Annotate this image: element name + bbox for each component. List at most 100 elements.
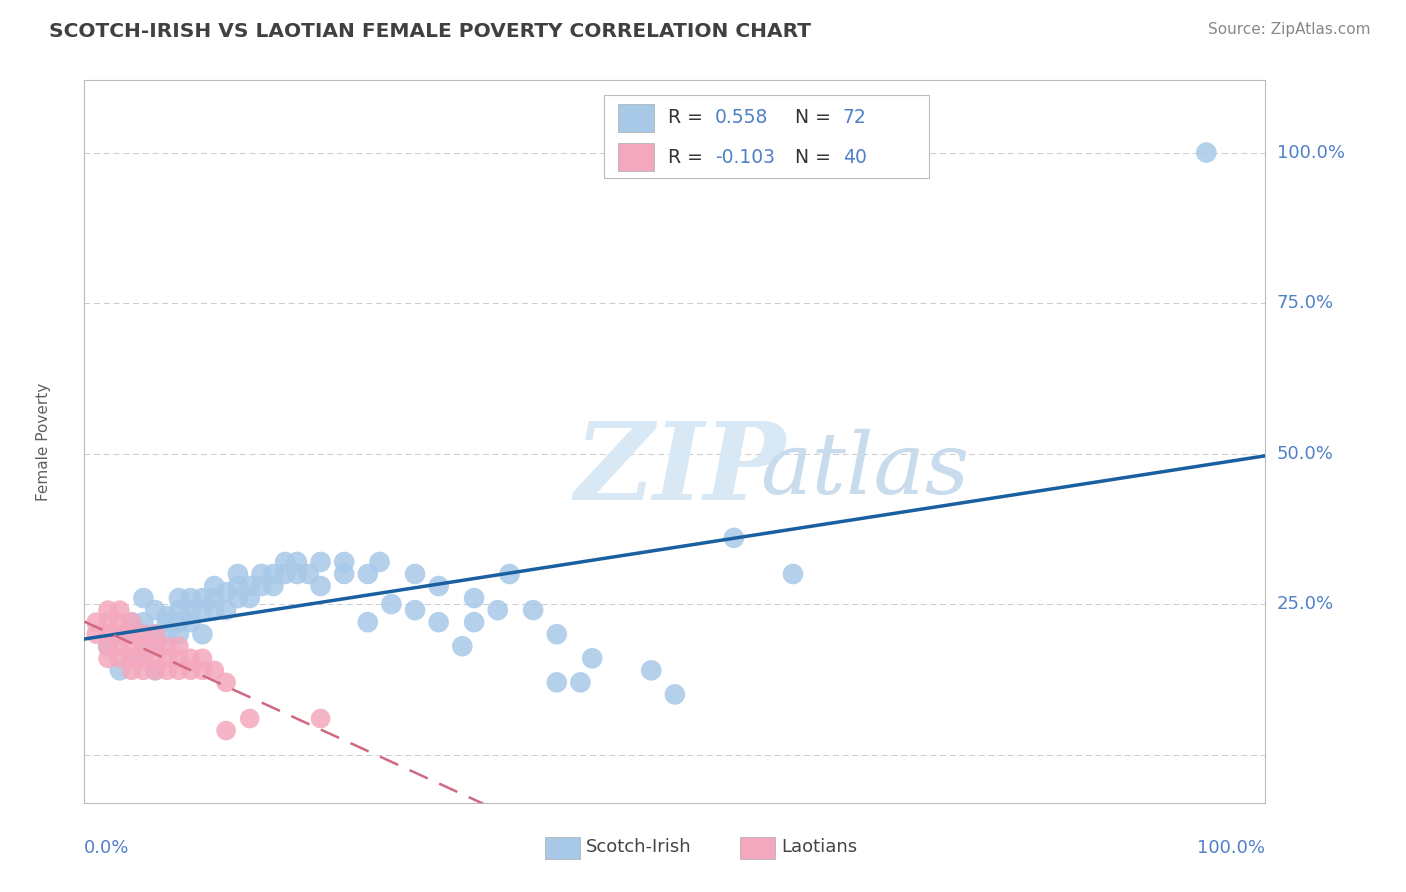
Point <box>108 615 131 630</box>
Point <box>380 597 402 611</box>
Point <box>143 651 166 665</box>
Point <box>167 603 190 617</box>
Point <box>156 651 179 665</box>
Point <box>782 567 804 582</box>
Point <box>121 615 143 630</box>
Text: ZIP: ZIP <box>575 417 786 524</box>
Point <box>121 651 143 665</box>
Point <box>156 609 179 624</box>
Text: N =: N = <box>796 147 837 167</box>
Point <box>546 627 568 641</box>
Point <box>84 627 107 641</box>
Point <box>569 675 592 690</box>
Text: -0.103: -0.103 <box>716 147 775 167</box>
Point <box>215 585 238 599</box>
Point <box>143 664 166 678</box>
Point <box>262 567 284 582</box>
Point <box>121 627 143 641</box>
Point <box>167 664 190 678</box>
Point <box>180 615 202 630</box>
Text: 0.0%: 0.0% <box>84 838 129 857</box>
Point <box>250 567 273 582</box>
FancyBboxPatch shape <box>619 103 654 132</box>
Point <box>132 591 155 606</box>
Point <box>191 664 214 678</box>
Point <box>215 675 238 690</box>
Point <box>132 651 155 665</box>
Point <box>167 591 190 606</box>
Point <box>250 579 273 593</box>
Point <box>357 615 380 630</box>
Point <box>167 627 190 641</box>
Point <box>274 567 297 582</box>
FancyBboxPatch shape <box>605 95 929 178</box>
Point <box>451 639 474 653</box>
Point <box>202 579 225 593</box>
Point <box>156 627 179 641</box>
Point <box>156 664 179 678</box>
Point <box>285 555 308 569</box>
Point <box>522 603 544 617</box>
Point <box>463 615 485 630</box>
Point <box>357 567 380 582</box>
Point <box>143 627 166 641</box>
Text: 100.0%: 100.0% <box>1277 144 1344 161</box>
Point <box>108 639 131 653</box>
FancyBboxPatch shape <box>546 838 581 859</box>
FancyBboxPatch shape <box>740 838 775 859</box>
Point <box>239 579 262 593</box>
Text: N =: N = <box>796 109 837 128</box>
Text: Source: ZipAtlas.com: Source: ZipAtlas.com <box>1208 22 1371 37</box>
Point <box>404 567 426 582</box>
Point <box>156 615 179 630</box>
Text: R =: R = <box>668 147 709 167</box>
Point <box>132 639 155 653</box>
Point <box>84 615 107 630</box>
Point <box>108 603 131 617</box>
Text: 40: 40 <box>842 147 866 167</box>
Text: 0.558: 0.558 <box>716 109 769 128</box>
Point <box>180 591 202 606</box>
Point <box>180 603 202 617</box>
Point <box>427 579 450 593</box>
Point <box>97 603 120 617</box>
Point <box>132 664 155 678</box>
Point <box>309 712 332 726</box>
Point <box>143 627 166 641</box>
Point <box>143 664 166 678</box>
Point <box>97 627 120 641</box>
Point <box>143 603 166 617</box>
Point <box>274 555 297 569</box>
Text: Laotians: Laotians <box>782 838 858 855</box>
Point <box>546 675 568 690</box>
Point <box>262 579 284 593</box>
Text: 75.0%: 75.0% <box>1277 294 1334 312</box>
Text: R =: R = <box>668 109 709 128</box>
Point <box>368 555 391 569</box>
Point <box>202 591 225 606</box>
Point <box>97 639 120 653</box>
Point <box>226 591 249 606</box>
Point <box>463 591 485 606</box>
Point <box>309 579 332 593</box>
Point <box>121 615 143 630</box>
Text: 72: 72 <box>842 109 866 128</box>
Point <box>581 651 603 665</box>
Point <box>167 615 190 630</box>
Point <box>121 664 143 678</box>
Point <box>285 567 308 582</box>
Point <box>108 651 131 665</box>
Point <box>108 664 131 678</box>
Point <box>226 579 249 593</box>
Text: 25.0%: 25.0% <box>1277 595 1334 613</box>
Point <box>215 603 238 617</box>
Point <box>723 531 745 545</box>
Point <box>191 603 214 617</box>
Point <box>132 645 155 659</box>
Text: 100.0%: 100.0% <box>1198 838 1265 857</box>
Point <box>167 651 190 665</box>
Point <box>191 651 214 665</box>
Point <box>498 567 520 582</box>
Point <box>333 567 356 582</box>
Point <box>132 615 155 630</box>
